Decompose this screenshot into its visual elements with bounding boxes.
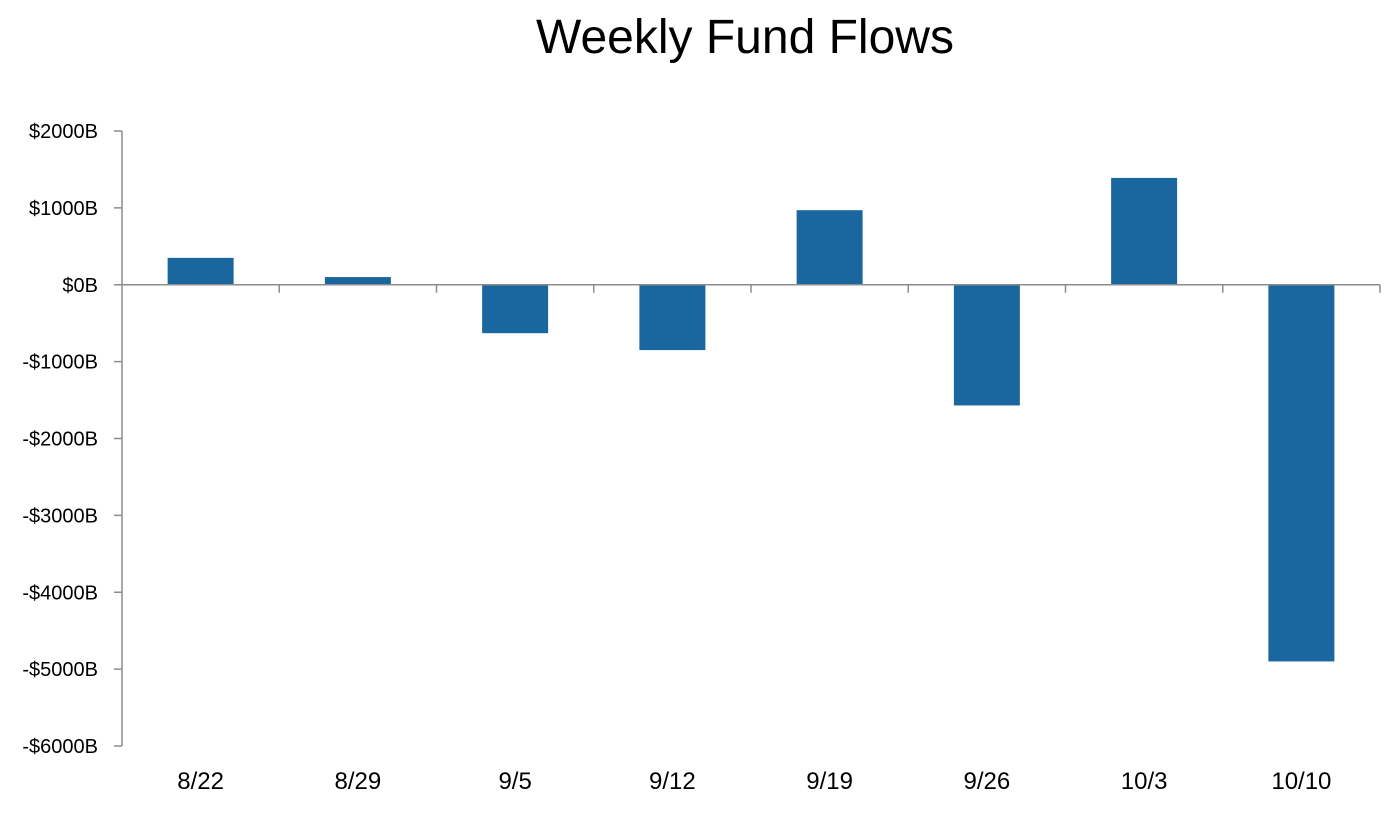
y-axis: $2000B $1000B $0B -$1000B -$2000B -$3000B -$40… [22,121,123,758]
x-tick-label: 9/12 [649,768,696,795]
x-tick-label: 9/5 [498,768,531,795]
bars [167,177,1335,662]
y-tick-label: -$5000B [22,659,98,681]
y-tick-label: -$2000B [22,429,98,451]
bar [324,277,391,285]
y-tick-label: -$1000B [22,352,98,374]
bar [1268,284,1335,662]
chart-title: Weekly Fund Flows [536,11,954,64]
y-tick-label: -$3000B [22,505,98,527]
x-tick-label: 8/29 [335,768,382,795]
bar [953,284,1020,406]
x-tick-label: 9/26 [964,768,1011,795]
bar [796,210,863,285]
x-tick-label: 10/3 [1121,768,1168,795]
bar [1111,177,1178,285]
y-tick-label: -$6000B [22,736,98,758]
x-axis: 8/22 8/29 9/5 9/12 9/19 9/26 10/3 10/10 [122,284,1381,795]
x-tick-label: 8/22 [177,768,224,795]
x-tick-label: 9/19 [806,768,853,795]
x-tick-label: 10/10 [1271,768,1331,795]
bar [639,284,706,351]
bar [482,284,549,334]
y-tick-label: $0B [62,275,98,297]
y-tick-label: $2000B [29,121,98,143]
y-tick-label: -$4000B [22,582,98,604]
bar [167,257,234,285]
y-tick-label: $1000B [29,198,98,220]
